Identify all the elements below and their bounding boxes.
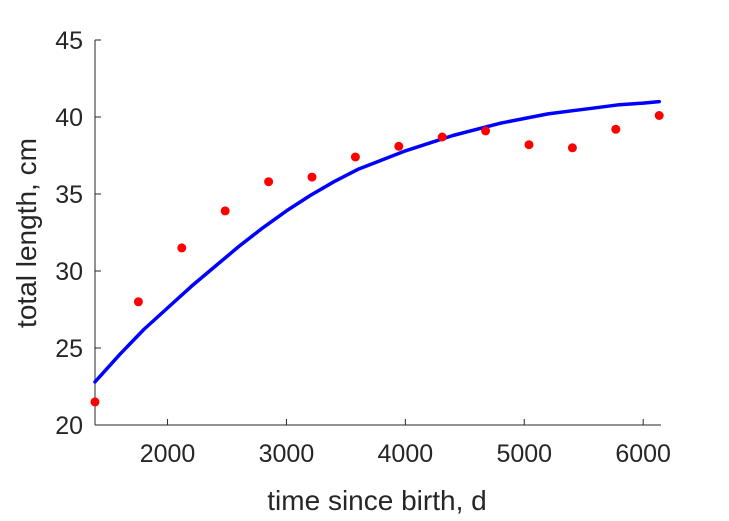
y-tick-label: 30 (55, 258, 83, 286)
data-point (177, 243, 187, 253)
data-point (437, 132, 447, 142)
x-tick-label: 4000 (378, 440, 434, 468)
data-point (307, 172, 317, 182)
data-point (567, 143, 577, 153)
data-point (481, 126, 491, 136)
data-point (654, 111, 664, 120)
data-point (524, 140, 534, 150)
axes: 2000 3000 4000 5000 6000 20 25 30 35 40 45 (55, 27, 671, 468)
y-tick-label: 45 (55, 27, 83, 55)
x-tick-label: 5000 (496, 440, 552, 468)
x-tick-label: 3000 (259, 440, 315, 468)
y-tick-label: 20 (55, 412, 83, 440)
y-tick-label: 40 (55, 104, 83, 132)
data-point (133, 297, 143, 307)
data-point (394, 141, 404, 151)
series-layer (90, 99, 664, 407)
y-tick-label: 35 (55, 181, 83, 209)
fit-curve (93, 99, 661, 384)
data-point (220, 206, 230, 216)
x-axis-label: time since birth, d (267, 485, 486, 516)
y-tick-label: 25 (55, 335, 83, 363)
data-point (350, 152, 360, 162)
data-point (90, 397, 100, 407)
y-axis-label: total length, cm (11, 138, 42, 328)
data-point (611, 124, 621, 134)
data-point (264, 177, 274, 187)
x-tick-label: 2000 (140, 440, 196, 468)
x-tick-label: 6000 (615, 440, 671, 468)
